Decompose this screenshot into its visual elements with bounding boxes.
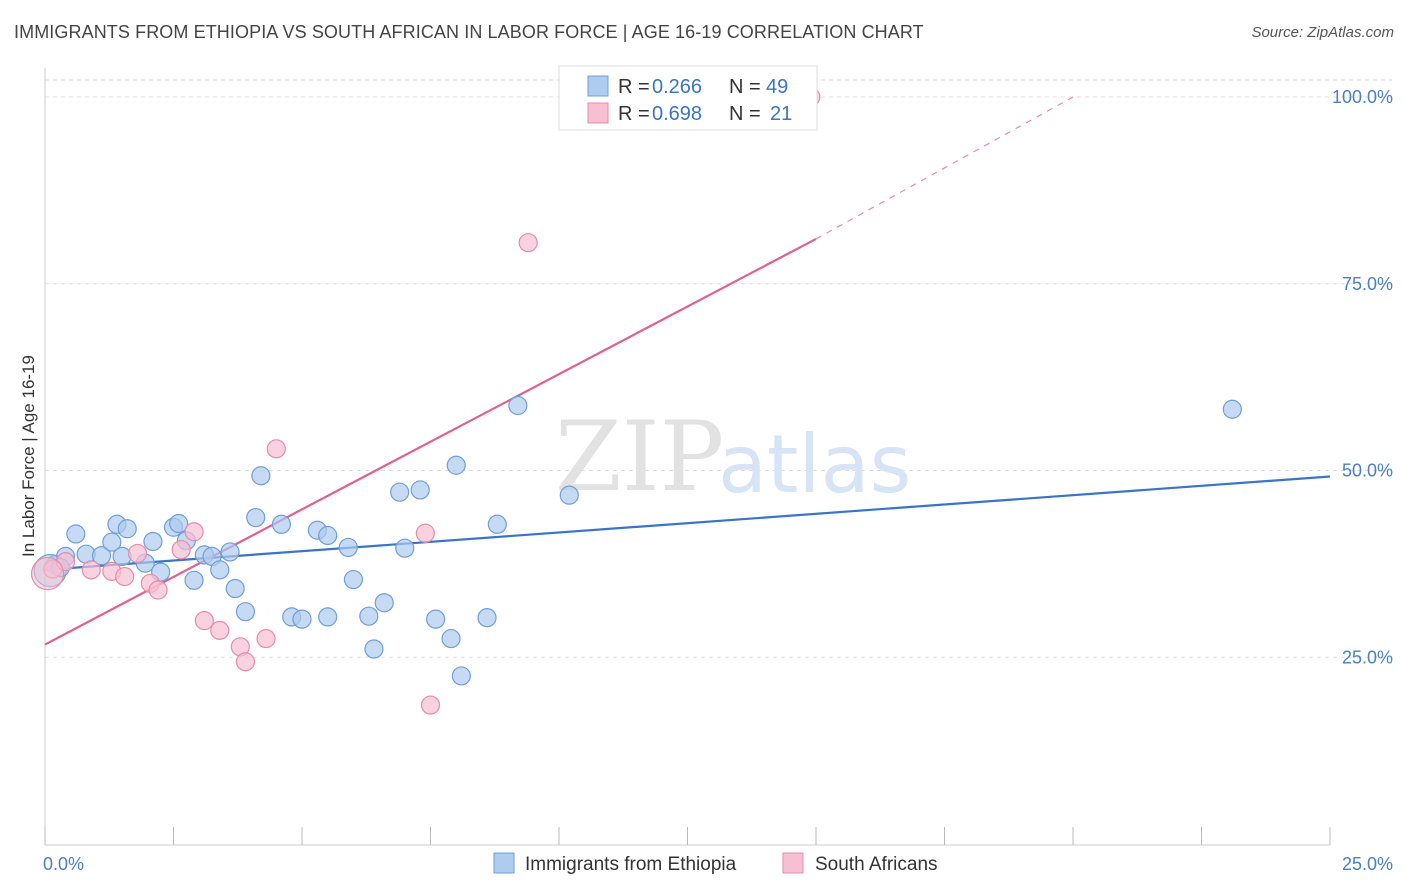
axes — [44, 68, 1331, 846]
point-south-africans — [235, 652, 256, 672]
x-tick-label-end: 25.0% — [1342, 854, 1393, 874]
point-ethiopia — [364, 639, 384, 659]
point-ethiopia — [271, 514, 292, 534]
trendlines — [44, 96, 1331, 646]
legend-n-label-2: N = — [729, 103, 761, 125]
point-south-africans — [194, 611, 214, 631]
point-ethiopia — [343, 569, 363, 590]
point-ethiopia — [292, 609, 312, 629]
legend-n-label-1: N = — [729, 76, 761, 98]
point-ethiopia — [66, 524, 86, 544]
point-south-africans — [266, 439, 286, 459]
point-south-africans — [518, 233, 538, 253]
bottom-legend-swatch-ethiopia — [493, 852, 515, 874]
trendline-ethiopia — [44, 475, 1331, 571]
point-ethiopia — [184, 570, 204, 590]
data-points — [30, 87, 1242, 715]
point-ethiopia — [143, 531, 163, 552]
point-ethiopia — [225, 578, 245, 599]
point-ethiopia — [318, 525, 338, 546]
bottom-legend-label-ethiopia: Immigrants from Ethiopia — [525, 854, 737, 875]
y-axis-label: In Labor Force | Age 16-19 — [19, 355, 38, 557]
point-ethiopia — [1222, 399, 1242, 419]
legend-r-label-2: R = — [618, 103, 650, 125]
point-ethiopia — [251, 466, 271, 486]
point-south-africans — [148, 580, 168, 600]
legend-r-label-1: R = — [618, 76, 650, 98]
legend-n-value-1: 49 — [766, 76, 788, 98]
legend-swatch-south-africans — [587, 102, 609, 124]
point-ethiopia — [117, 519, 137, 539]
point-ethiopia — [487, 514, 507, 534]
point-ethiopia — [395, 538, 415, 558]
point-ethiopia — [318, 607, 338, 627]
point-ethiopia — [235, 602, 256, 622]
point-ethiopia — [441, 628, 461, 649]
watermark-atlas: atlas — [718, 418, 911, 511]
point-ethiopia — [446, 455, 466, 475]
y-tick-label: 50.0% — [1342, 461, 1393, 481]
point-ethiopia — [410, 480, 430, 500]
legend-r-value-2: 0.698 — [652, 103, 702, 125]
point-ethiopia — [246, 507, 266, 528]
point-south-africans — [30, 556, 65, 591]
y-tick-label: 100.0% — [1332, 87, 1393, 107]
bottom-legend-swatch-south-africans — [782, 852, 804, 874]
point-ethiopia — [359, 606, 379, 626]
x-tick-label-start: 0.0% — [43, 854, 84, 874]
trendline-south-africans — [44, 237, 817, 646]
point-south-africans — [256, 628, 276, 649]
point-south-africans — [171, 540, 191, 560]
point-ethiopia — [169, 513, 189, 534]
point-ethiopia — [390, 482, 410, 502]
point-ethiopia — [451, 666, 471, 686]
point-south-africans — [420, 695, 441, 715]
point-ethiopia — [426, 609, 446, 629]
point-south-africans — [115, 566, 135, 587]
trendline-south-africans-extension — [815, 96, 1074, 240]
series-legend: Immigrants from Ethiopia South Africans — [493, 852, 938, 875]
bottom-legend-label-south-africans: South Africans — [815, 854, 938, 875]
legend-n-value-2: 21 — [770, 103, 792, 125]
point-ethiopia — [210, 560, 230, 580]
gridlines — [45, 79, 1392, 658]
watermark-zip: ZIP — [555, 401, 724, 513]
legend-swatch-ethiopia — [587, 75, 609, 97]
point-south-africans — [127, 543, 148, 564]
point-ethiopia — [508, 395, 528, 416]
point-south-africans — [210, 620, 230, 640]
x-tick-labels: 0.0% 25.0% — [43, 854, 1393, 874]
point-south-africans — [415, 523, 435, 543]
point-ethiopia — [559, 485, 579, 505]
point-south-africans — [81, 560, 101, 580]
point-ethiopia — [374, 593, 394, 613]
stats-legend: R = 0.266 N = 49 R = 0.698 N = 21 — [558, 65, 818, 131]
point-ethiopia — [338, 537, 358, 558]
y-tick-label: 25.0% — [1342, 647, 1393, 667]
y-tick-labels: 25.0% 50.0% 75.0% 100.0% — [1332, 87, 1393, 667]
point-ethiopia — [91, 546, 112, 566]
point-ethiopia — [477, 608, 497, 628]
source-label: Source: ZipAtlas.com — [1251, 24, 1394, 41]
chart-title: IMMIGRANTS FROM ETHIOPIA VS SOUTH AFRICA… — [14, 22, 924, 42]
point-south-africans — [184, 522, 204, 542]
legend-r-value-1: 0.266 — [652, 76, 702, 98]
point-ethiopia — [220, 542, 240, 562]
y-tick-label: 75.0% — [1342, 274, 1393, 294]
point-ethiopia — [102, 532, 122, 552]
